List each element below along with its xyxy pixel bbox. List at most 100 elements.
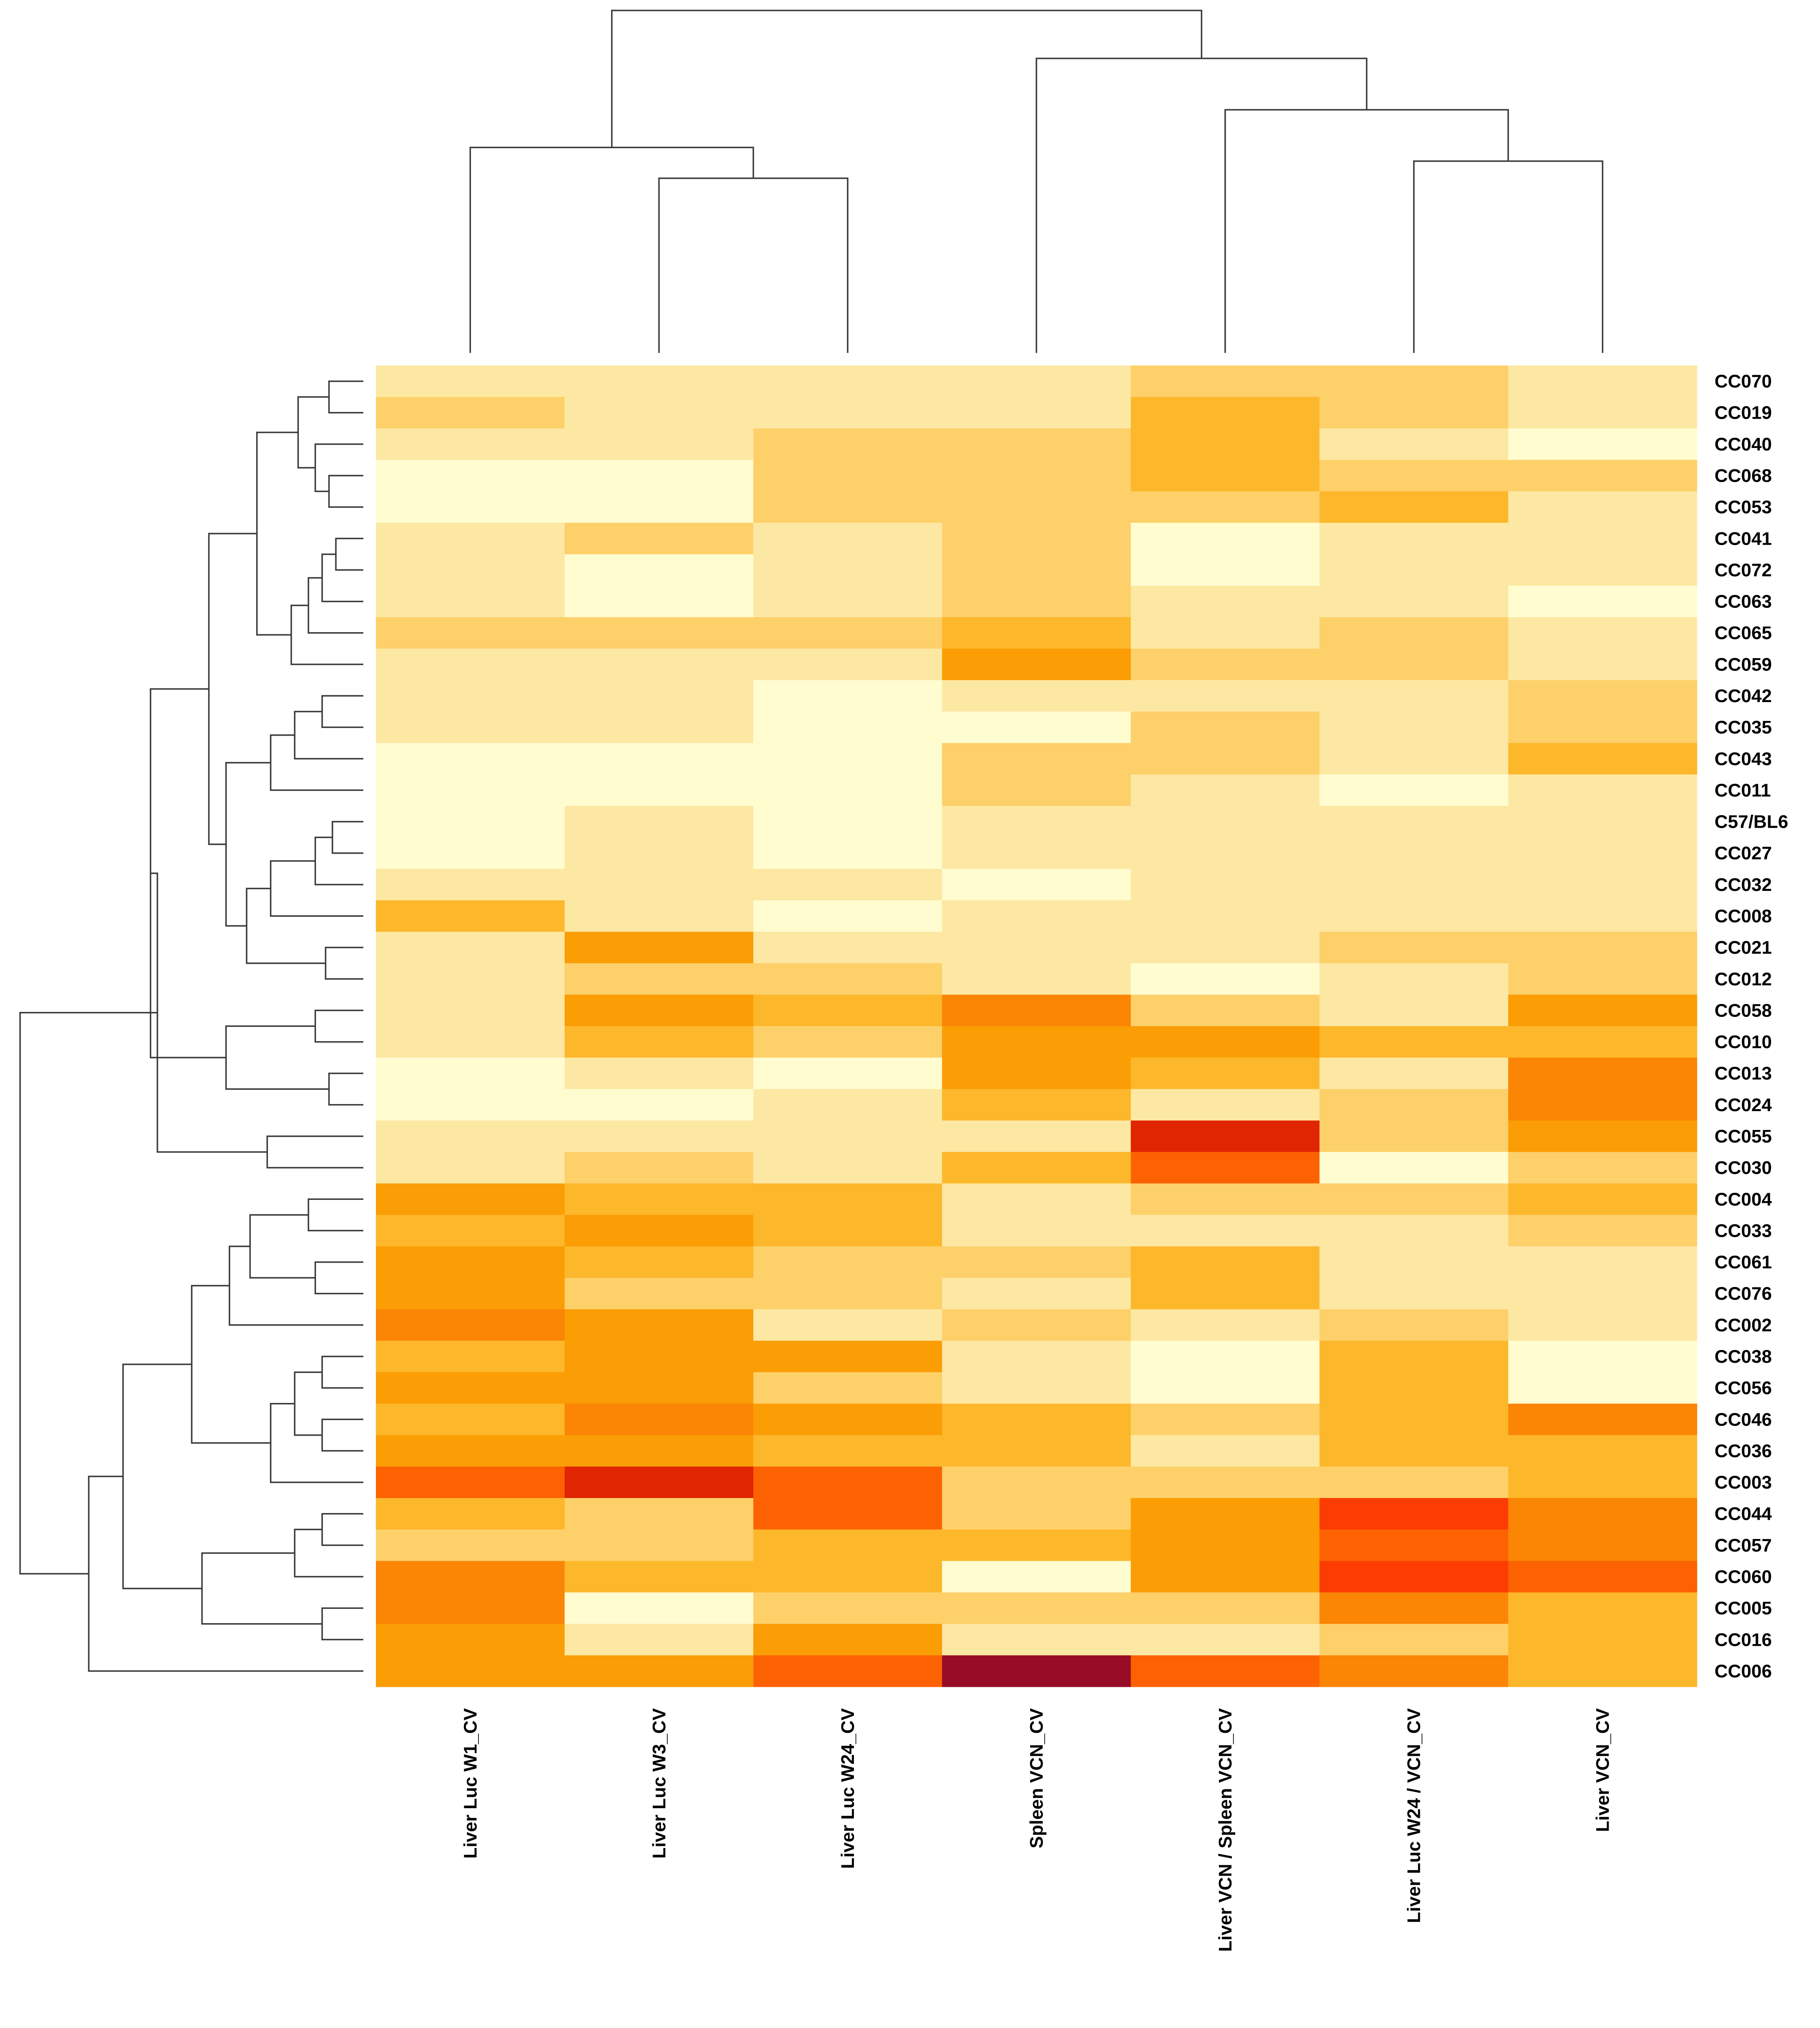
heatmap-cell: [942, 649, 1131, 681]
heatmap-cell: [942, 428, 1131, 461]
heatmap-cell: [1508, 1026, 1697, 1058]
heatmap-cell: [1508, 586, 1697, 618]
heatmap-cell: [1131, 1498, 1320, 1530]
heatmap-cell: [1131, 1309, 1320, 1341]
heatmap-cell: [753, 1624, 943, 1656]
heatmap-cell: [1131, 1467, 1320, 1498]
heatmap-cell: [1508, 837, 1697, 869]
dendrogram-branch: [290, 605, 363, 665]
heatmap-cell: [376, 1246, 565, 1278]
heatmap-cell: [942, 1278, 1131, 1310]
heatmap-cell: [376, 1529, 565, 1562]
heatmap-cell: [753, 1309, 943, 1341]
dendrogram-branch: [611, 10, 1203, 148]
dendrogram-branch: [208, 533, 257, 845]
heatmap-cell: [1508, 554, 1697, 586]
dendrogram-branch: [270, 734, 363, 791]
heatmap-cell: [564, 900, 754, 932]
dendrogram-branch: [321, 1356, 363, 1389]
heatmap-cell: [1508, 1655, 1697, 1687]
heatmap-cell: [564, 869, 754, 901]
heatmap-cell: [564, 1120, 754, 1153]
heatmap-cell: [942, 1467, 1131, 1498]
heatmap-cell: [1319, 1624, 1509, 1656]
heatmap-cell: [1319, 1246, 1509, 1278]
dendrogram-branch: [308, 1198, 363, 1232]
heatmap-cell: [753, 1026, 943, 1058]
heatmap-cell: [564, 711, 754, 744]
heatmap-cell: [1131, 774, 1320, 806]
heatmap-cell: [1508, 1089, 1697, 1121]
heatmap-cell: [376, 1498, 565, 1530]
heatmap-cell: [1319, 428, 1509, 461]
row-label: CC003: [1715, 1472, 1772, 1493]
heatmap-cell: [564, 1058, 754, 1089]
heatmap-cell: [1508, 994, 1697, 1027]
heatmap-cell: [753, 1246, 943, 1278]
heatmap-cell: [1131, 806, 1320, 838]
dendrogram-branch: [270, 860, 363, 917]
heatmap-cell: [753, 1152, 943, 1184]
heatmap-cell: [1508, 1592, 1697, 1624]
heatmap-cell: [564, 1624, 754, 1656]
heatmap-cell: [942, 837, 1131, 869]
dendrogram-branch: [246, 888, 326, 964]
heatmap-cell: [1319, 522, 1509, 555]
heatmap-cell: [1508, 1246, 1697, 1278]
heatmap-cell: [1131, 617, 1320, 649]
heatmap-cell: [1508, 1529, 1697, 1562]
heatmap-cell: [1131, 491, 1320, 523]
heatmap-cell: [564, 932, 754, 964]
heatmap-cell: [942, 491, 1131, 523]
heatmap-cell: [1131, 1403, 1320, 1436]
heatmap-cell: [942, 1435, 1131, 1467]
heatmap-cell: [753, 1529, 943, 1562]
row-label: CC035: [1715, 717, 1772, 738]
heatmap-cell: [753, 397, 943, 429]
heatmap-cell: [1319, 1592, 1509, 1624]
heatmap-cell: [1319, 869, 1509, 901]
heatmap-cell: [376, 1026, 565, 1058]
heatmap-cell: [1508, 397, 1697, 429]
row-label: CC036: [1715, 1441, 1772, 1461]
row-label: CC032: [1715, 875, 1772, 895]
row-label: CC010: [1715, 1032, 1772, 1053]
heatmap-cell: [1319, 397, 1509, 429]
heatmap-cell: [376, 1309, 565, 1341]
heatmap-cell: [1508, 1435, 1697, 1467]
row-label: CC063: [1715, 592, 1772, 612]
heatmap-cell: [1319, 994, 1509, 1027]
heatmap-cell: [376, 806, 565, 838]
column-label: Liver Luc W24 / VCN_CV: [1404, 1708, 1424, 1923]
heatmap-cell: [376, 711, 565, 744]
heatmap-cell: [1508, 649, 1697, 681]
heatmap-cell: [1508, 1624, 1697, 1656]
heatmap-cell: [942, 1655, 1131, 1687]
heatmap-cell: [1319, 1403, 1509, 1436]
row-label: CC068: [1715, 466, 1772, 486]
dendrogram-branch: [314, 836, 363, 885]
dendrogram-branch: [1413, 160, 1604, 353]
heatmap-cell: [1131, 1278, 1320, 1310]
heatmap-cell: [1319, 1152, 1509, 1184]
heatmap-cell: [942, 932, 1131, 964]
dendrogram-branch: [308, 577, 363, 634]
heatmap-cell: [376, 869, 565, 901]
heatmap-cell: [1131, 680, 1320, 712]
row-label: CC019: [1715, 403, 1772, 423]
heatmap-cell: [1131, 554, 1320, 586]
heatmap-cell: [376, 1403, 565, 1436]
heatmap-cell: [753, 1278, 943, 1310]
column-label: Liver Luc W1_CV: [460, 1708, 481, 1858]
heatmap-cell: [1131, 1026, 1320, 1058]
heatmap-cell: [1319, 711, 1509, 744]
heatmap-cell: [1131, 932, 1320, 964]
heatmap-cell: [942, 365, 1131, 397]
heatmap-cell: [564, 491, 754, 523]
heatmap-cell: [942, 680, 1131, 712]
heatmap-cell: [1508, 1278, 1697, 1310]
heatmap-cell: [564, 806, 754, 838]
heatmap-cell: [564, 963, 754, 995]
heatmap-cell: [1508, 900, 1697, 932]
dendrogram-branch: [294, 1529, 363, 1578]
